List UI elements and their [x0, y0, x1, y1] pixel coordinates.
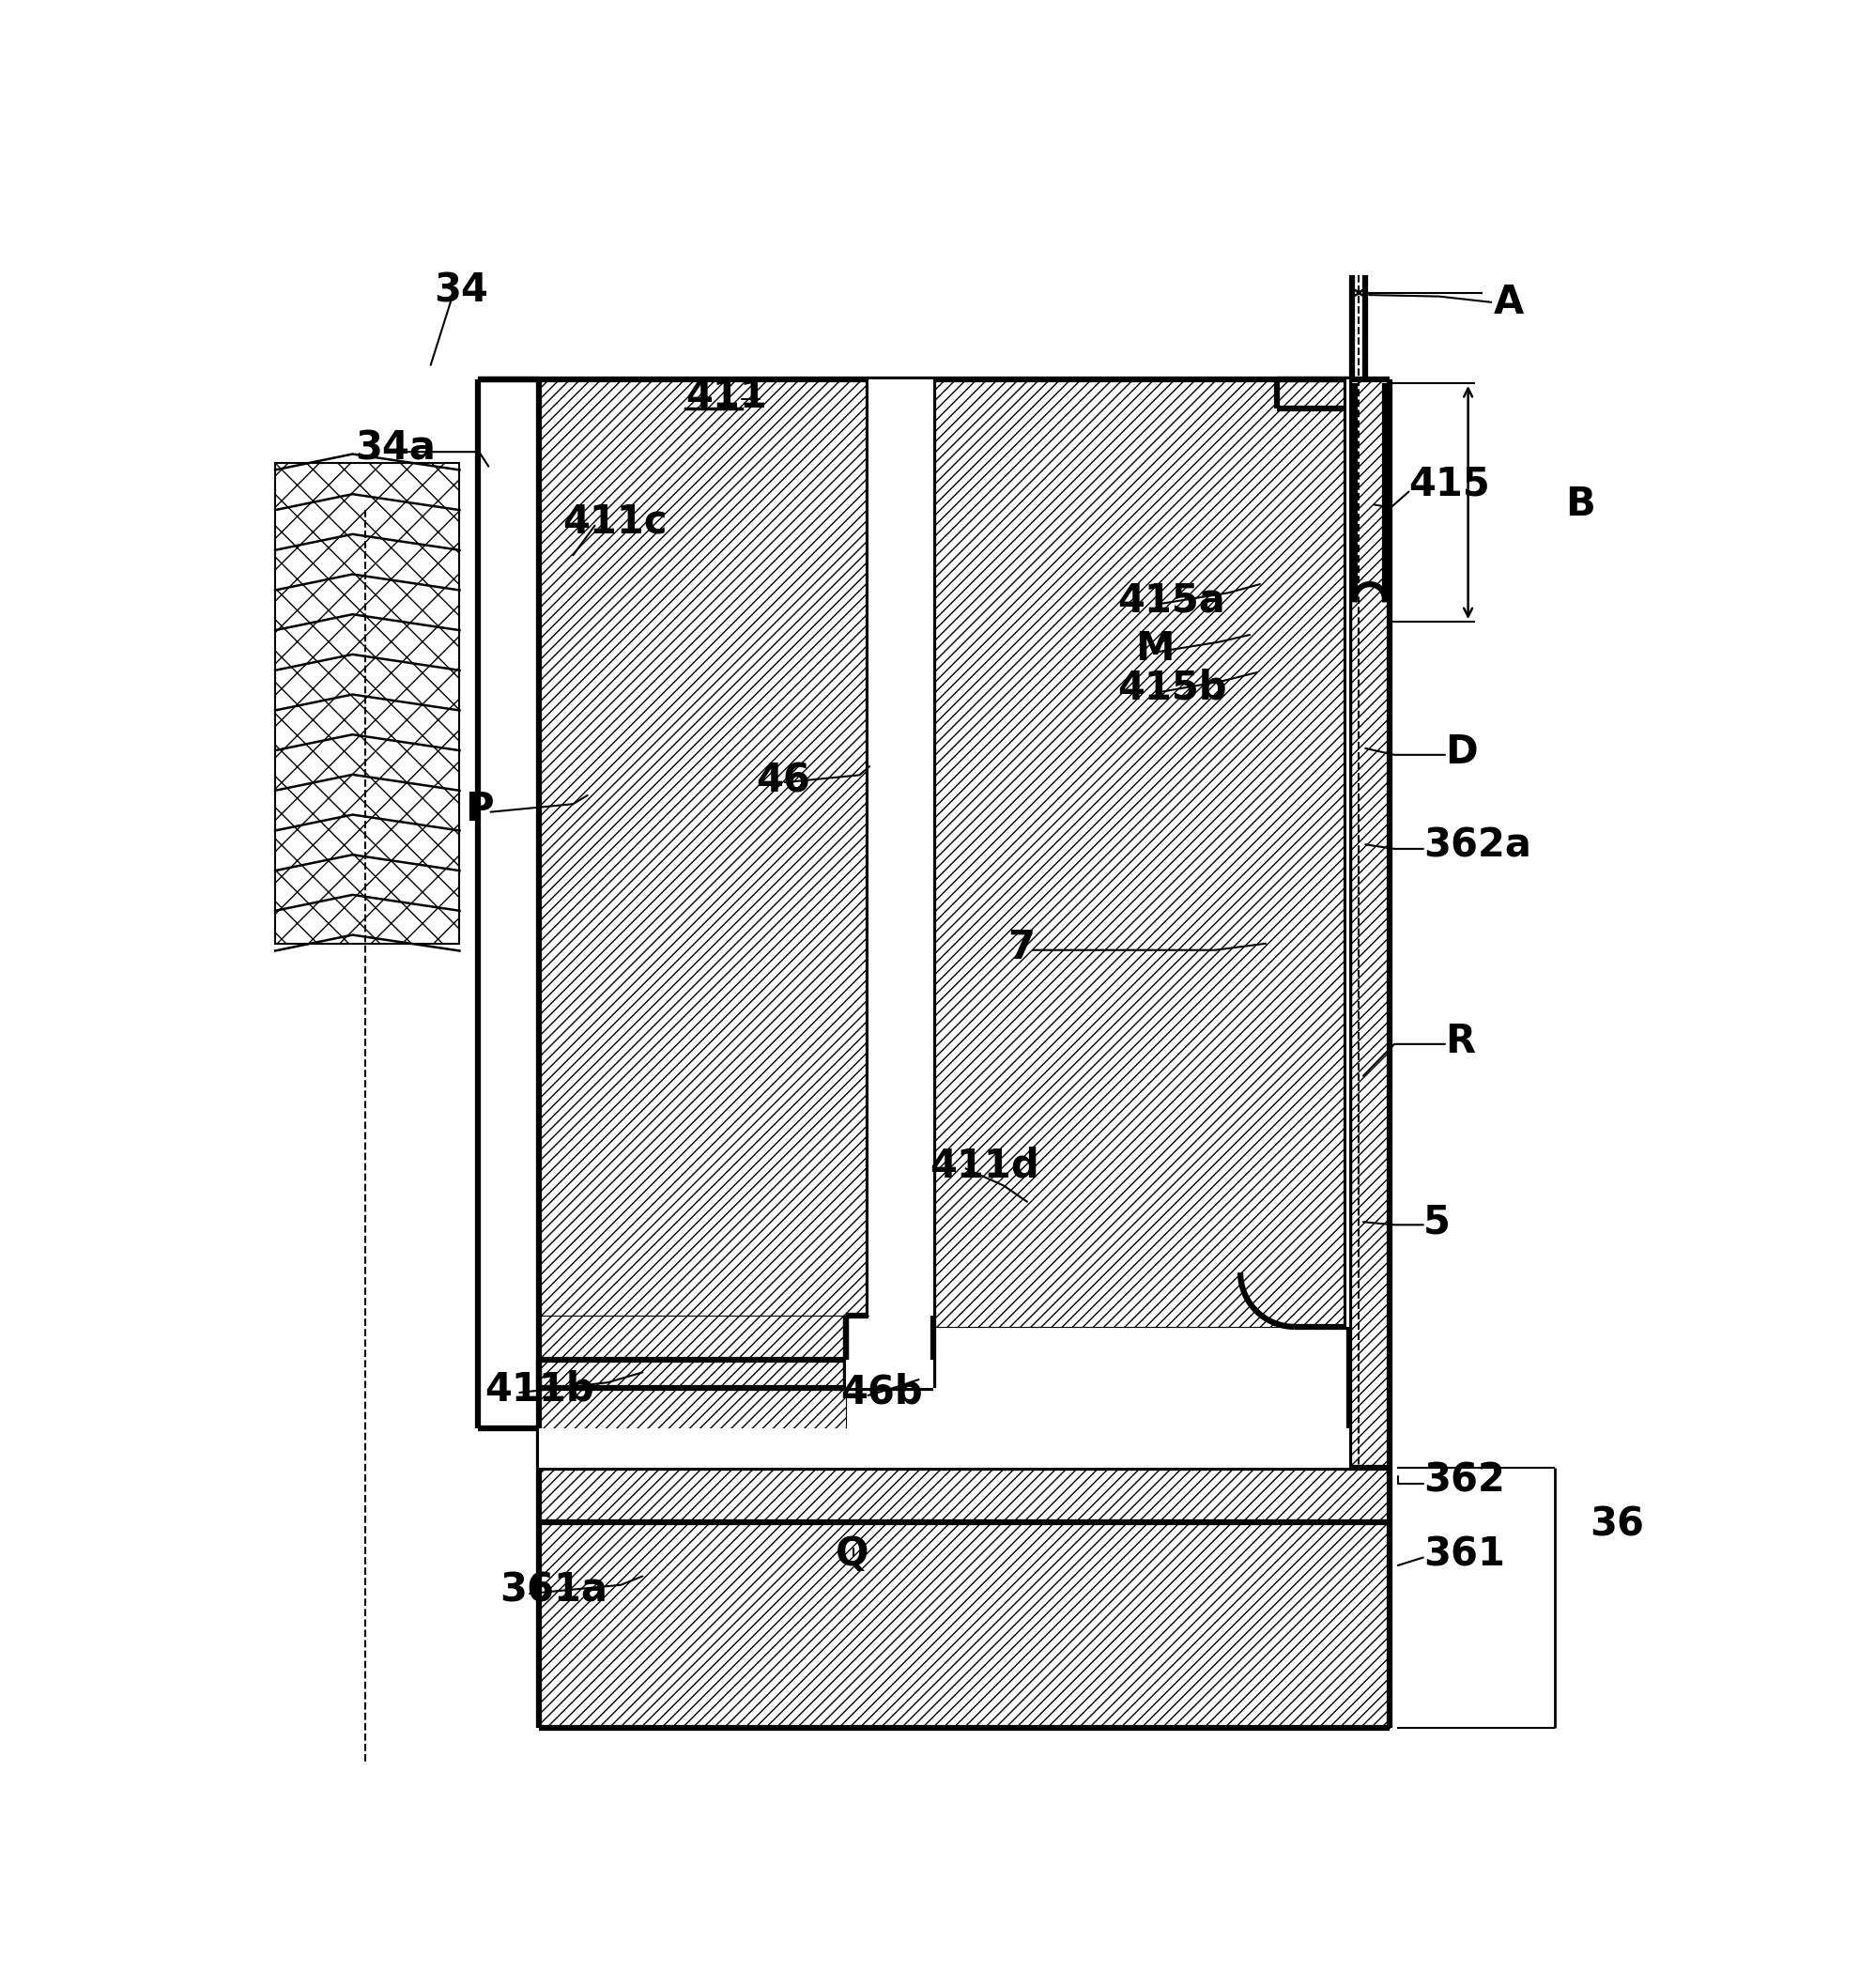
- Bar: [276, 463, 459, 944]
- Bar: [934, 380, 1346, 1326]
- Bar: [1348, 380, 1389, 1467]
- Text: 36: 36: [1590, 1505, 1644, 1545]
- Text: 5: 5: [1423, 1203, 1451, 1242]
- Text: 46b: 46b: [840, 1372, 922, 1411]
- Bar: [540, 1467, 1389, 1523]
- Text: 362: 362: [1423, 1461, 1506, 1501]
- Text: 411d: 411d: [930, 1145, 1039, 1185]
- Text: 411c: 411c: [562, 503, 668, 541]
- Text: 411: 411: [686, 376, 767, 415]
- Bar: [540, 1523, 1389, 1728]
- Text: M: M: [1136, 630, 1174, 670]
- Bar: [868, 380, 934, 1316]
- Text: 361a: 361a: [499, 1571, 608, 1610]
- Text: 34: 34: [435, 270, 489, 310]
- Text: 34a: 34a: [354, 429, 435, 467]
- Text: Q: Q: [836, 1535, 868, 1574]
- Text: A: A: [1492, 282, 1524, 322]
- Bar: [846, 1360, 934, 1388]
- Text: 46: 46: [756, 761, 810, 801]
- Bar: [540, 1316, 846, 1427]
- Text: 415b: 415b: [1118, 668, 1226, 708]
- Text: R: R: [1446, 1022, 1476, 1062]
- Bar: [540, 1427, 1348, 1467]
- Bar: [1346, 380, 1348, 1326]
- Text: 7: 7: [1007, 928, 1035, 966]
- Text: B: B: [1566, 485, 1596, 525]
- Text: 415a: 415a: [1118, 580, 1224, 620]
- Text: 415: 415: [1408, 465, 1491, 505]
- Text: 362a: 362a: [1423, 827, 1532, 865]
- Bar: [540, 380, 868, 1316]
- Text: 361: 361: [1423, 1535, 1506, 1574]
- Text: 411b: 411b: [486, 1370, 594, 1409]
- Text: P: P: [465, 789, 493, 829]
- Text: D: D: [1446, 732, 1478, 771]
